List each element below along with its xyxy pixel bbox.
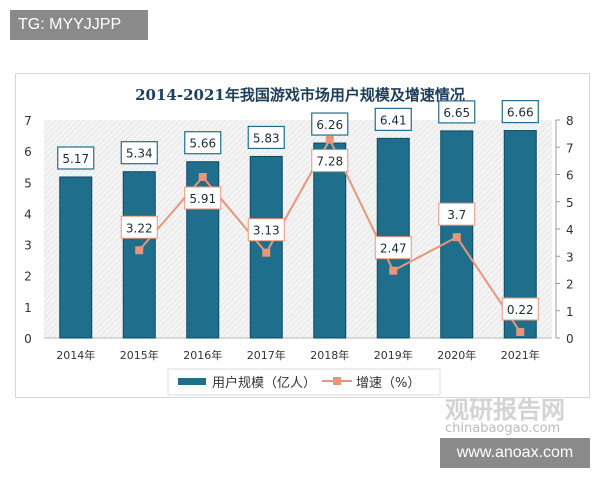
bar-data-label: 6.66 — [507, 106, 534, 120]
right-tick-label: 7 — [566, 141, 574, 155]
growth-marker — [262, 248, 271, 257]
line-label-box — [374, 236, 412, 260]
left-tick-label: 3 — [24, 239, 32, 253]
legend-box — [167, 368, 441, 396]
logo-watermark: 观研报告网 — [445, 396, 565, 424]
x-tick-label: 2017年 — [247, 348, 286, 362]
growth-marker — [325, 135, 334, 144]
legend-line-label: 增速（%） — [356, 376, 420, 391]
right-tick-label: 5 — [566, 196, 574, 210]
growth-marker — [198, 172, 207, 181]
watermark-site: www.anoax.com — [440, 438, 590, 468]
bar-label-box — [311, 112, 349, 136]
growth-marker — [135, 246, 144, 255]
left-tick-label: 7 — [24, 114, 32, 128]
bar — [249, 155, 283, 339]
right-tick-label: 1 — [566, 305, 574, 319]
line-data-label: 2.47 — [380, 242, 407, 256]
line-data-label: 3.13 — [253, 224, 280, 238]
line-label-box — [120, 215, 158, 239]
logo-url: chinabaogao.com — [445, 421, 561, 436]
x-tick-label: 2019年 — [374, 348, 413, 362]
line-label-box — [438, 202, 476, 226]
right-tick-label: 3 — [566, 250, 574, 264]
bar-label-box — [120, 141, 158, 165]
x-tick-label: 2020年 — [437, 348, 476, 362]
bar-data-label: 6.65 — [443, 106, 470, 120]
line-data-label: 0.22 — [507, 303, 534, 317]
growth-marker — [389, 266, 398, 275]
bar-data-label: 6.26 — [316, 118, 343, 132]
left-tick-label: 2 — [24, 270, 32, 284]
watermark-tag: TG: MYYJJPP — [10, 10, 148, 40]
line-label-box — [311, 149, 349, 173]
bar — [122, 171, 156, 339]
x-tick-label: 2016年 — [183, 348, 222, 362]
bar-label-box — [247, 125, 285, 150]
plot-area — [44, 120, 552, 338]
line-label-box — [501, 297, 539, 321]
line-label-box — [247, 218, 285, 242]
line-data-label: 3.22 — [126, 221, 153, 235]
bar-data-label: 6.41 — [380, 113, 407, 127]
legend-bar-swatch — [178, 378, 206, 385]
line-data-label: 3.7 — [447, 208, 466, 222]
right-tick-label: 2 — [566, 278, 574, 292]
bar-label-box — [501, 99, 539, 124]
x-tick-label: 2018年 — [310, 348, 349, 362]
x-tick-label: 2014年 — [56, 348, 95, 362]
left-tick-label: 0 — [24, 332, 32, 346]
bar-label-box — [57, 146, 95, 170]
right-tick-label: 0 — [566, 332, 574, 346]
bar-data-label: 5.66 — [189, 137, 216, 151]
left-tick-label: 6 — [24, 145, 32, 159]
x-tick-label: 2021年 — [501, 348, 540, 362]
growth-marker — [452, 233, 461, 242]
legend-line-marker — [333, 377, 341, 385]
bar — [59, 176, 93, 339]
right-tick-label: 4 — [566, 223, 574, 237]
chart-title: 2014-2021年我国游戏市场用户规模及增速情况 — [135, 86, 465, 104]
bar-data-label: 5.17 — [62, 152, 89, 166]
x-tick-label: 2015年 — [120, 348, 159, 362]
bar-label-box — [184, 131, 222, 155]
bar — [313, 142, 347, 339]
bar-label-box — [438, 100, 476, 124]
right-tick-label: 8 — [566, 114, 574, 128]
right-tick-label: 6 — [566, 169, 574, 183]
bar-data-label: 5.34 — [126, 147, 153, 161]
bar-data-label: 5.83 — [253, 131, 280, 145]
legend-bar-label: 用户规模（亿人） — [212, 375, 316, 391]
bar-label-box — [374, 107, 412, 131]
line-data-label: 7.28 — [316, 155, 343, 169]
left-tick-label: 1 — [24, 301, 32, 315]
left-tick-label: 4 — [24, 207, 32, 221]
chart-frame — [15, 73, 590, 398]
left-tick-label: 5 — [24, 176, 32, 190]
line-data-label: 5.91 — [189, 192, 216, 206]
line-label-box — [184, 186, 222, 210]
growth-marker — [516, 328, 525, 337]
